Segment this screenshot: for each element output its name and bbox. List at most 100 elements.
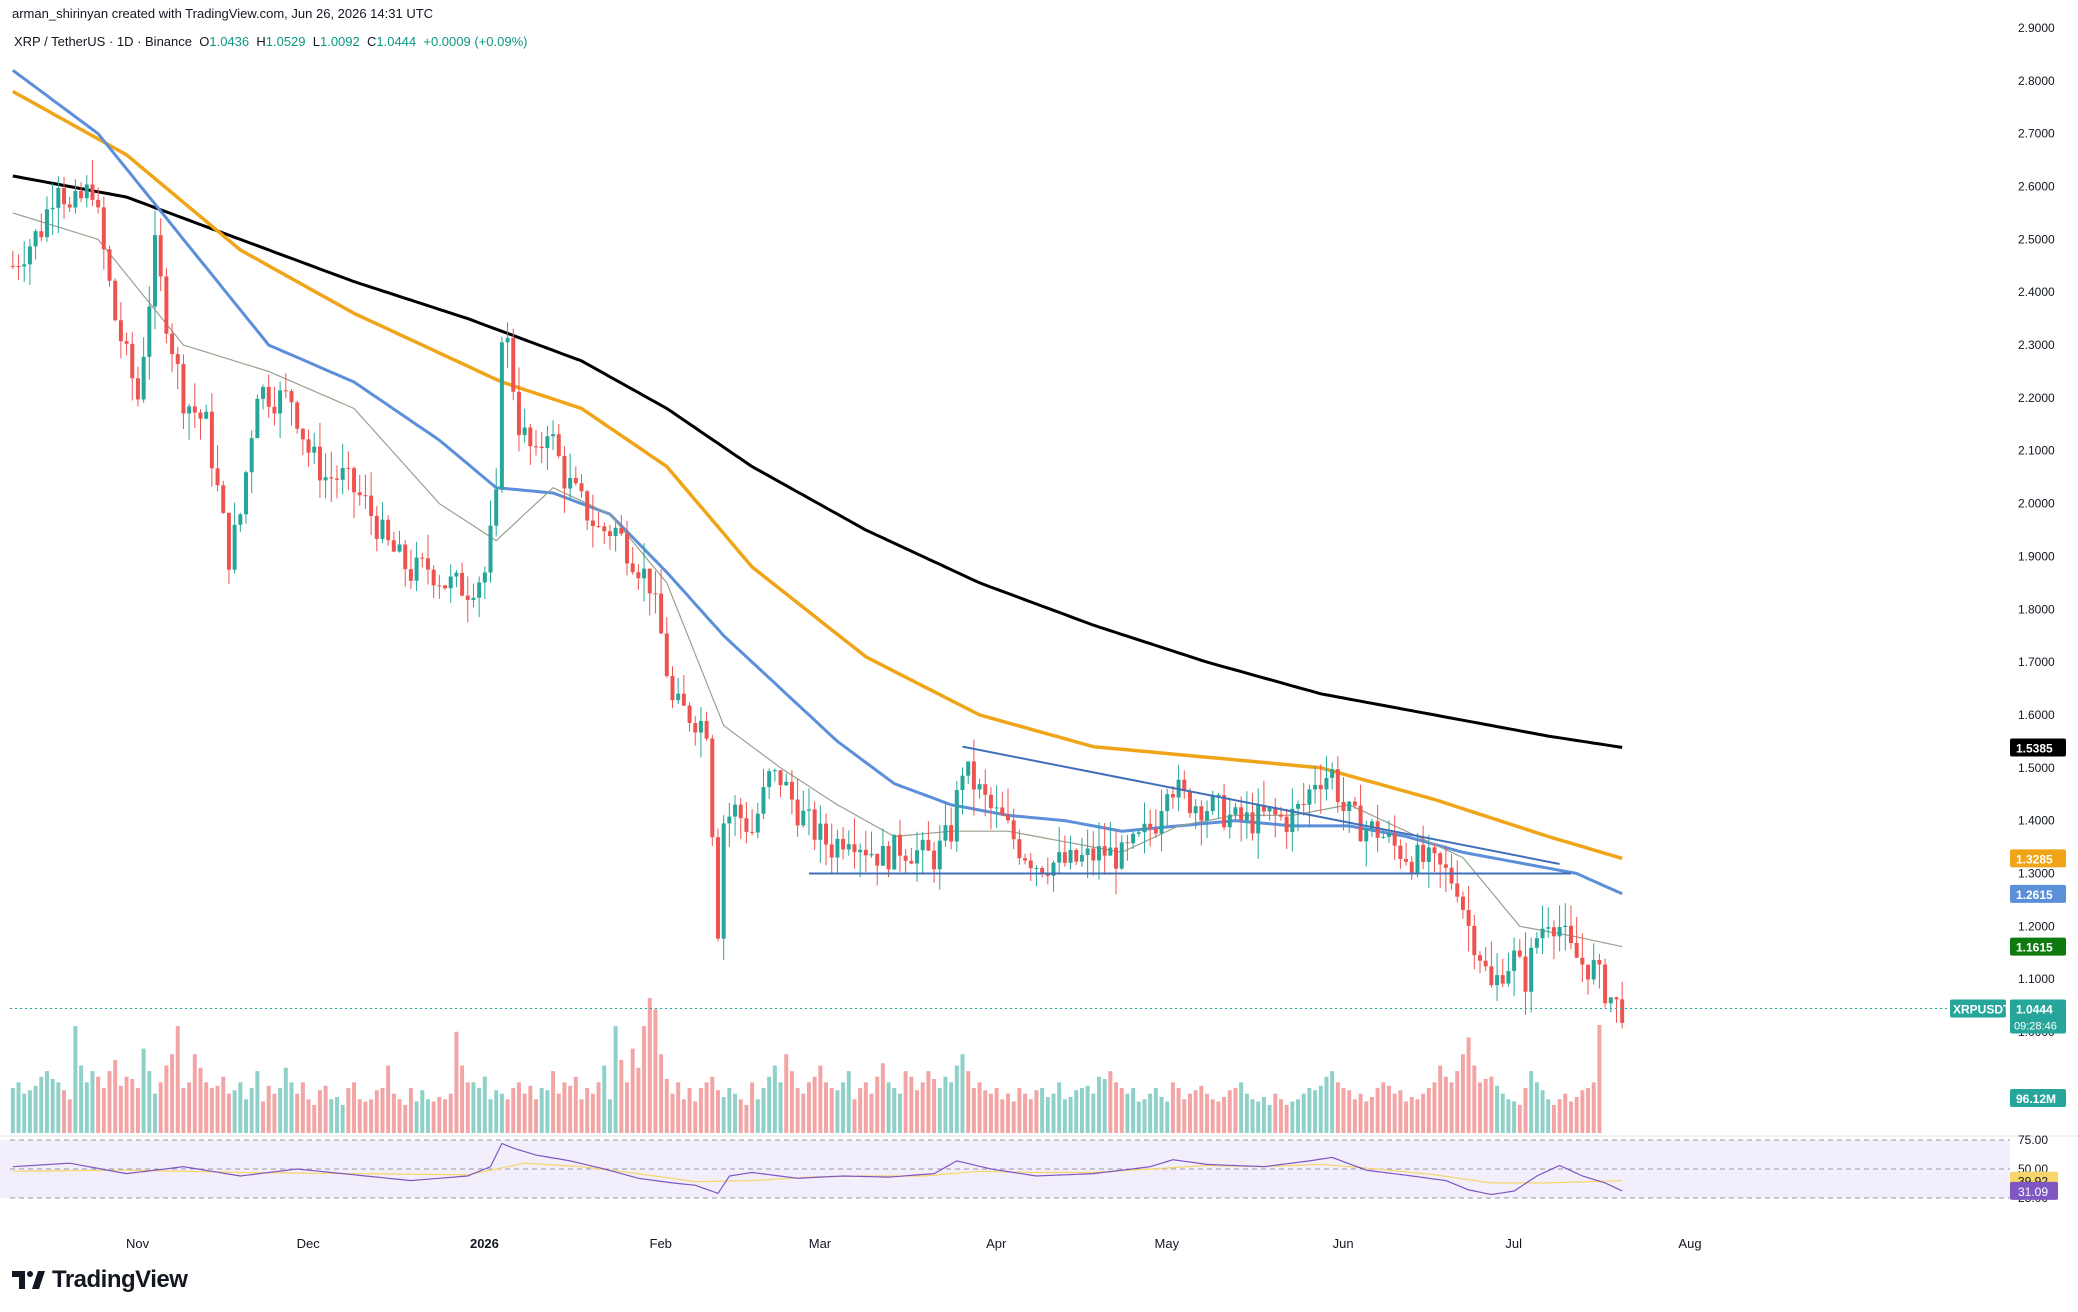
volume-bar: [1341, 1088, 1346, 1133]
candle-body: [221, 485, 226, 513]
candle-body: [676, 693, 681, 701]
candle-body: [1040, 867, 1045, 874]
volume-bar: [1330, 1071, 1335, 1133]
price-tick-label: 1.4000: [2018, 814, 2055, 828]
volume-bar: [721, 1097, 726, 1133]
candle-body: [511, 337, 516, 392]
volume-bar: [124, 1076, 129, 1133]
volume-bar: [357, 1099, 362, 1133]
tradingview-brand[interactable]: TradingView: [12, 1266, 188, 1294]
price-tick-label: 1.8000: [2018, 602, 2055, 616]
price-tick-label: 2.0000: [2018, 497, 2055, 511]
candle-body: [1551, 927, 1556, 937]
volume-bar: [647, 998, 652, 1133]
candle-body: [1387, 833, 1391, 837]
candle-body: [1119, 842, 1124, 869]
candle-body: [1375, 821, 1380, 838]
candle-body: [585, 491, 590, 521]
candle-body: [1540, 928, 1545, 939]
candle-body: [215, 468, 220, 486]
candle-body: [784, 781, 789, 786]
candle-body: [625, 533, 629, 564]
candle-body: [437, 585, 442, 587]
candle-body: [386, 519, 391, 541]
volume-bar: [1079, 1088, 1084, 1133]
volume-bar: [1176, 1088, 1181, 1133]
volume-bar: [932, 1079, 937, 1133]
candle-body: [1017, 839, 1022, 859]
volume-bar: [141, 1048, 146, 1133]
volume-bar: [1114, 1082, 1119, 1133]
candle-body: [1296, 803, 1301, 809]
volume-bar: [1102, 1079, 1107, 1133]
candle-body: [107, 249, 112, 281]
volume-bar: [1193, 1090, 1198, 1133]
volume-bar: [1131, 1088, 1136, 1133]
candle-body: [1159, 811, 1164, 834]
candle-body: [170, 333, 175, 355]
candle-body: [1034, 867, 1039, 869]
price-label-box: [2010, 738, 2066, 757]
change-value: +0.0009 (+0.09%): [423, 34, 528, 49]
volume-bar: [806, 1082, 811, 1133]
volume-bar: [1512, 1101, 1517, 1133]
volume-bar: [920, 1082, 925, 1133]
volume-bar: [181, 1088, 186, 1133]
candle-body: [818, 823, 823, 840]
candle-body: [647, 568, 652, 594]
volume-bar: [516, 1082, 521, 1133]
volume-bar: [841, 1082, 846, 1133]
volume-bar: [391, 1093, 396, 1133]
price-axis[interactable]: 2.9000 2.8000 2.7000 2.6000 2.5000 2.4000 2.30…: [10, 21, 2066, 1205]
volume-bar: [1119, 1088, 1124, 1133]
candle-body: [1364, 828, 1369, 842]
volume-bar: [255, 1071, 260, 1133]
candle-body: [1244, 812, 1249, 821]
volume-bar: [1540, 1090, 1545, 1133]
volume-bar: [1267, 1104, 1272, 1133]
candle-body: [602, 526, 607, 532]
volume-bar: [448, 1093, 453, 1133]
volume-bar: [1318, 1085, 1323, 1133]
time-axis[interactable]: Nov Dec 2026 Feb Mar Apr May Jun Jul Aug: [126, 1236, 1702, 1251]
volume-bar: [1017, 1088, 1022, 1133]
price-tick-label: 1.5000: [2018, 761, 2055, 775]
candle-body: [357, 492, 362, 496]
candle-body: [1381, 836, 1386, 838]
volume-bar: [767, 1076, 772, 1133]
candle-body: [499, 342, 504, 490]
volume-bar: [1000, 1099, 1005, 1133]
volume-bar: [1273, 1093, 1278, 1133]
candle-body: [1392, 833, 1397, 846]
volume-bar: [90, 1071, 95, 1133]
low-value: 1.0092: [319, 34, 360, 49]
volume-bar: [1045, 1097, 1050, 1133]
price-tick-label: 1.7000: [2018, 655, 2055, 669]
volume-bar: [568, 1085, 573, 1133]
low-label: L: [312, 34, 320, 49]
volume-bar: [551, 1071, 556, 1133]
volume-bar: [949, 1082, 954, 1133]
candle-body: [1495, 975, 1500, 986]
price-label-box: [2010, 849, 2066, 868]
volume-bar: [778, 1082, 783, 1133]
candle-body: [1534, 938, 1539, 948]
volume-bar: [306, 1099, 311, 1133]
candle-body: [477, 582, 482, 598]
candle-body: [90, 184, 95, 200]
volume-bar: [147, 1071, 152, 1133]
candle-body: [1011, 820, 1016, 840]
volume-bar: [1165, 1101, 1170, 1133]
candle-body: [1335, 769, 1340, 802]
volume-bars: [10, 998, 1602, 1133]
volume-bar: [175, 1026, 180, 1133]
volume-bar: [1006, 1093, 1010, 1133]
candle-body: [181, 363, 186, 414]
symbol-name[interactable]: XRP / TetherUS · 1D · Binance: [14, 34, 192, 49]
trendlines[interactable]: [808, 745, 1571, 875]
volume-bar: [107, 1071, 112, 1133]
volume-bar: [892, 1088, 897, 1133]
volume-bar: [238, 1082, 243, 1133]
volume-bar: [266, 1085, 271, 1133]
